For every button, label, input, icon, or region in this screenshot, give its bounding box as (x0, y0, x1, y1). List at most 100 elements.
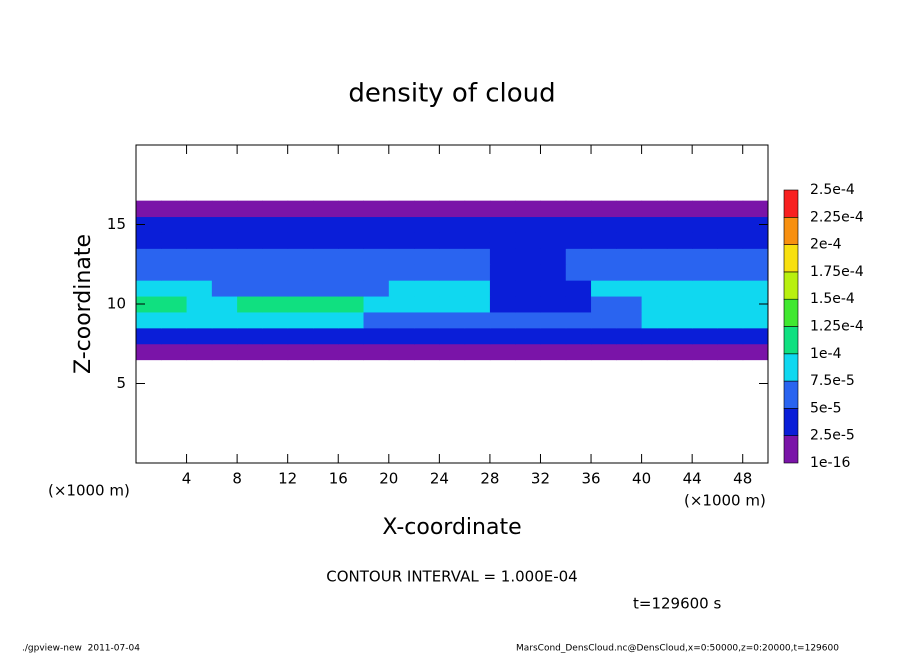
field-cell (338, 216, 365, 233)
field-cell (565, 216, 592, 233)
colorbar-box (783, 326, 799, 355)
field-cell (388, 280, 415, 297)
field-cell (565, 280, 592, 297)
field-cell (237, 264, 263, 281)
field-cell (439, 248, 466, 265)
field-cell (388, 311, 415, 329)
field-cell (262, 311, 289, 329)
field-cell (515, 200, 541, 218)
field-cell (641, 280, 668, 297)
field-cell (363, 343, 390, 361)
y-tick-label: 15 (107, 215, 126, 233)
field-cell (540, 311, 567, 329)
field-cell (489, 248, 516, 265)
field-cell (388, 296, 415, 313)
field-cell (237, 216, 263, 233)
x-axis-label: X-coordinate (382, 515, 521, 540)
field-cell (186, 248, 213, 265)
field-cell (540, 248, 567, 265)
field-cell (136, 200, 162, 218)
colorbar-box (783, 408, 799, 436)
colorbar-label: 7.5e-5 (810, 373, 855, 389)
field-cell (616, 216, 643, 233)
field-cell (136, 327, 162, 345)
colorbar-box (783, 353, 799, 382)
field-cell (338, 311, 365, 329)
field-cell (692, 280, 718, 297)
colorbar-label: 5e-5 (810, 400, 841, 416)
colorbar-box (783, 298, 799, 327)
field-cell (312, 296, 339, 313)
field-cell (591, 311, 617, 329)
field-cell (439, 264, 466, 281)
colorbar-label: 1.75e-4 (810, 264, 864, 280)
field-cell (692, 311, 718, 329)
field-cell (211, 327, 238, 345)
y-axis-label: Z-coordinate (71, 234, 96, 374)
field-cell (692, 343, 718, 361)
field-cell (161, 311, 188, 329)
field-cell (363, 232, 390, 249)
field-cell (641, 216, 668, 233)
field-cell (591, 248, 617, 265)
field-cell (338, 248, 365, 265)
field-cell (161, 280, 188, 297)
field-cell (464, 311, 491, 329)
field-cell (515, 248, 541, 265)
field-cell (414, 232, 440, 249)
x-tick-label: 32 (531, 470, 550, 488)
field-cell (287, 264, 314, 281)
field-cell (717, 311, 744, 329)
x-tick-label: 12 (278, 470, 297, 488)
field-cell (414, 216, 440, 233)
field-cell (489, 264, 516, 281)
field-cell (742, 280, 769, 297)
field-cell (666, 216, 693, 233)
field-cell (287, 248, 314, 265)
field-cell (489, 216, 516, 233)
field-cell (262, 280, 289, 297)
field-cell (641, 248, 668, 265)
x-unit-label: (×1000 m) (48, 482, 130, 500)
field-cell (692, 232, 718, 249)
field-cell (287, 327, 314, 345)
field-cell (540, 296, 567, 313)
field-cell (136, 232, 162, 249)
field-cell (262, 327, 289, 345)
field-cell (666, 296, 693, 313)
field-cell (338, 264, 365, 281)
contour-interval: CONTOUR INTERVAL = 1.000E-04 (326, 568, 577, 586)
field-cell (414, 248, 440, 265)
field-cell (312, 264, 339, 281)
field-cell (363, 280, 390, 297)
field-cell (591, 216, 617, 233)
field-cell (211, 280, 238, 297)
field-cell (515, 327, 541, 345)
field-cell (540, 232, 567, 249)
field-cell (515, 343, 541, 361)
field-cell (742, 327, 769, 345)
field-cell (338, 232, 365, 249)
field-cell (211, 232, 238, 249)
colorbar-box (783, 189, 799, 218)
field-cell (237, 327, 263, 345)
field-cell (388, 327, 415, 345)
field-cell (616, 296, 643, 313)
field-cell (540, 280, 567, 297)
field-cell (161, 216, 188, 233)
field-cell (161, 248, 188, 265)
field-cell (186, 343, 213, 361)
field-cell (515, 264, 541, 281)
field-cell (363, 200, 390, 218)
time-label: t=129600 s (633, 595, 721, 613)
field-cell (464, 248, 491, 265)
field-cell (237, 232, 263, 249)
field-cell (136, 280, 162, 297)
field-cell (616, 232, 643, 249)
field-cell (312, 343, 339, 361)
field-cell (692, 200, 718, 218)
field-cell (136, 216, 162, 233)
field-cell (742, 232, 769, 249)
field-cell (287, 216, 314, 233)
x-tick-label: 4 (182, 470, 192, 488)
